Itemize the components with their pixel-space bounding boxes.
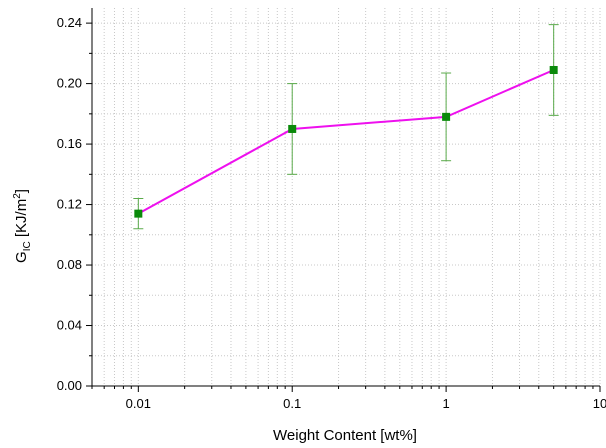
data-point xyxy=(442,112,451,121)
data-point xyxy=(288,124,297,133)
data-point xyxy=(134,209,143,218)
y-tick-label: 0.16 xyxy=(57,136,82,151)
x-tick-label: 0.01 xyxy=(126,396,151,411)
y-tick-label: 0.04 xyxy=(57,318,82,333)
y-tick-label: 0.08 xyxy=(57,257,82,272)
y-axis-title-unit-close: ] xyxy=(13,189,30,193)
series-group xyxy=(133,24,559,230)
y-axis-title: GIC [KJ/m2] xyxy=(12,189,33,263)
y-tick-label: 0.12 xyxy=(57,197,82,212)
y-tick-label: 0.00 xyxy=(57,378,82,393)
grid-lines xyxy=(91,8,601,386)
series-line xyxy=(137,69,555,215)
y-axis-title-unit: [KJ/m xyxy=(13,199,30,242)
axis-ticks: 0.00 0.04 0.08 0.12 0.16 0.20 0.24 0.01 0.1 1 10 xyxy=(57,15,606,411)
y-axis-title-subscript: IC xyxy=(22,241,33,251)
x-axis-title: Weight Content [wt%] xyxy=(273,427,417,444)
y-axis-title-unit-superscript: 2 xyxy=(12,193,23,199)
y-axis-title-main: G xyxy=(13,251,30,263)
data-point xyxy=(549,65,558,74)
y-tick-label: 0.24 xyxy=(57,15,82,30)
x-tick-label: 1 xyxy=(442,396,449,411)
x-tick-label: 10 xyxy=(593,396,606,411)
plot-frame xyxy=(91,8,600,387)
x-tick-label: 0.1 xyxy=(283,396,301,411)
y-tick-label: 0.20 xyxy=(57,76,82,91)
